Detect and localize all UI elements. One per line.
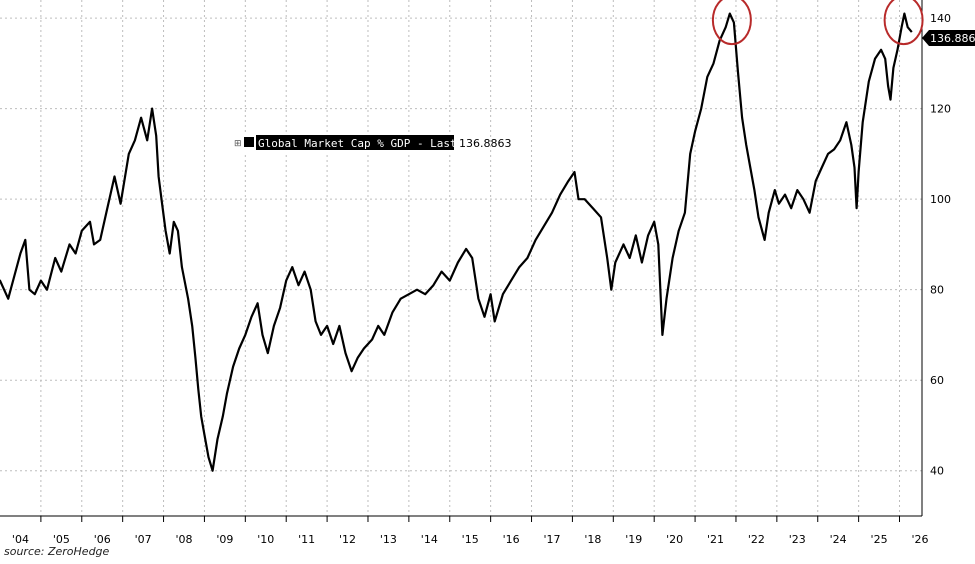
highlight-circle [711,0,752,46]
y-tick-label: 120 [930,103,951,116]
y-tick-label: 80 [930,284,944,297]
x-tick-label: '05 [53,533,70,546]
x-tick-label: '08 [175,533,192,546]
x-tick-label: '25 [871,533,888,546]
legend: ⊞ Global Market Cap % GDP - Last Price 1… [232,134,512,152]
x-tick-label: '14 [421,533,438,546]
series-line [0,12,913,472]
last-price-label: 136.8863 [930,32,975,45]
x-tick-label: '18 [584,533,601,546]
x-tick-label: '17 [543,533,560,546]
x-tick-label: '24 [830,533,847,546]
highlight-circle [883,0,924,46]
x-tick-label: '16 [503,533,520,546]
x-tick-label: '12 [339,533,356,546]
x-axis: '04 '05 '06 '07 '08 '09 '10 '11 '12 '13 '14 '15 '16 '… [0,515,928,546]
x-tick-label: '26 [911,533,928,546]
x-tick-label: '19 [625,533,642,546]
x-tick-label: '15 [462,533,479,546]
legend-expand-icon: ⊞ [234,139,242,149]
x-tick-label: '22 [748,533,765,546]
y-tick-label: 100 [930,193,951,206]
legend-label: Global Market Cap % GDP - Last Price [258,137,496,150]
y-tick-label: 60 [930,374,944,387]
x-tick-label: '21 [707,533,724,546]
y-tick-label: 140 [930,12,951,25]
x-tick-label: '06 [94,533,111,546]
series-layer [0,12,913,472]
legend-value: 136.8863 [459,137,512,150]
x-tick-label: '07 [135,533,152,546]
y-axis: 40 60 80 100 120 140 [921,0,951,516]
last-price-tag: 136.8863 [922,30,975,46]
x-tick-label: '13 [380,533,397,546]
grid [0,0,922,516]
y-tick-label: 40 [930,465,944,478]
x-tick-label: '09 [216,533,233,546]
source-note: source: ZeroHedge [4,545,110,558]
x-tick-label: '11 [298,533,315,546]
x-tick-label: '04 [12,533,29,546]
x-tick-label: '20 [666,533,683,546]
x-tick-label: '10 [257,533,274,546]
highlight-circles [711,0,924,46]
legend-swatch [244,137,254,147]
x-tick-label: '23 [789,533,806,546]
